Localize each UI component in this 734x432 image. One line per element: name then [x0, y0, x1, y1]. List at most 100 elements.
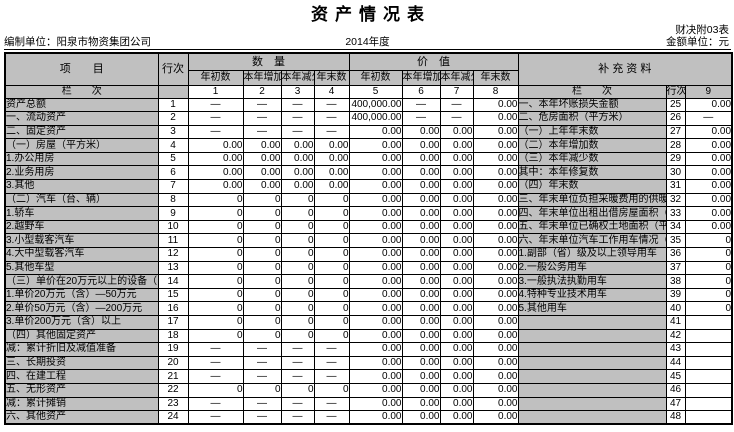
quantity-cell[interactable]: 0 — [242, 287, 282, 303]
quantity-cell[interactable]: — — [242, 396, 282, 412]
quantity-cell[interactable]: 0 — [280, 192, 315, 208]
quantity-cell[interactable]: — — [187, 342, 244, 357]
quantity-cell[interactable]: 0 — [313, 301, 350, 316]
quantity-cell[interactable]: — — [313, 111, 350, 126]
quantity-cell[interactable]: 0 — [187, 233, 244, 249]
supp-value-cell[interactable]: 0 — [684, 301, 733, 316]
quantity-cell[interactable]: 0.00 — [313, 179, 350, 194]
quantity-cell[interactable]: 0 — [313, 219, 350, 235]
quantity-cell[interactable]: — — [280, 410, 315, 425]
quantity-cell[interactable]: 0.00 — [280, 179, 315, 194]
quantity-cell[interactable]: — — [313, 124, 350, 140]
quantity-cell[interactable]: 0.00 — [313, 138, 350, 153]
quantity-cell[interactable]: — — [242, 410, 282, 425]
quantity-cell[interactable]: 0 — [242, 315, 282, 330]
value-cell[interactable]: 0.00 — [348, 355, 403, 371]
value-cell[interactable]: 0.00 — [472, 111, 519, 126]
supp-value-cell[interactable]: 0.00 — [684, 151, 733, 167]
quantity-cell[interactable]: 0 — [242, 301, 282, 316]
quantity-cell[interactable]: 0 — [242, 328, 282, 344]
value-cell[interactable]: 0.00 — [348, 396, 403, 412]
quantity-cell[interactable]: 0 — [242, 219, 282, 235]
supp-value-cell[interactable] — [684, 315, 733, 330]
value-cell[interactable]: 400,000.00 — [348, 97, 403, 113]
quantity-cell[interactable]: 0 — [313, 206, 350, 221]
supp-value-cell[interactable]: 0 — [684, 287, 733, 303]
quantity-cell[interactable]: 0 — [187, 328, 244, 344]
quantity-cell[interactable]: — — [280, 355, 315, 371]
value-cell[interactable]: 0.00 — [472, 287, 519, 303]
supp-value-cell[interactable] — [684, 369, 733, 384]
quantity-cell[interactable]: — — [187, 355, 244, 371]
quantity-cell[interactable]: — — [313, 355, 350, 371]
value-cell[interactable]: 0.00 — [401, 219, 441, 235]
quantity-cell[interactable]: 0 — [187, 301, 244, 316]
value-cell[interactable]: 0.00 — [439, 179, 474, 194]
quantity-cell[interactable]: — — [280, 396, 315, 412]
quantity-cell[interactable]: 0 — [187, 382, 244, 398]
value-cell[interactable]: 0.00 — [472, 165, 519, 181]
supp-value-cell[interactable] — [684, 410, 733, 425]
value-cell[interactable]: — — [439, 111, 474, 126]
value-cell[interactable]: 0.00 — [439, 206, 474, 221]
value-cell[interactable]: 0.00 — [401, 274, 441, 289]
supp-value-cell[interactable] — [684, 342, 733, 357]
value-cell[interactable]: 0.00 — [472, 151, 519, 167]
value-cell[interactable]: 400,000.00 — [348, 111, 403, 126]
value-cell[interactable]: 0.00 — [439, 274, 474, 289]
value-cell[interactable]: 0.00 — [348, 369, 403, 384]
value-cell[interactable]: 0.00 — [472, 301, 519, 316]
value-cell[interactable]: 0.00 — [348, 179, 403, 194]
value-cell[interactable]: 0.00 — [439, 124, 474, 140]
value-cell[interactable]: 0.00 — [348, 247, 403, 262]
quantity-cell[interactable]: 0 — [187, 206, 244, 221]
value-cell[interactable]: 0.00 — [348, 287, 403, 303]
value-cell[interactable]: 0.00 — [439, 410, 474, 425]
quantity-cell[interactable]: — — [313, 97, 350, 113]
quantity-cell[interactable]: 0 — [187, 287, 244, 303]
value-cell[interactable]: 0.00 — [401, 233, 441, 249]
quantity-cell[interactable]: — — [313, 396, 350, 412]
value-cell[interactable]: 0.00 — [401, 328, 441, 344]
value-cell[interactable]: 0.00 — [439, 165, 474, 181]
value-cell[interactable]: 0.00 — [439, 328, 474, 344]
value-cell[interactable]: 0.00 — [472, 138, 519, 153]
quantity-cell[interactable]: 0.00 — [242, 179, 282, 194]
supp-value-cell[interactable]: 0 — [684, 260, 733, 276]
value-cell[interactable]: 0.00 — [348, 233, 403, 249]
quantity-cell[interactable]: — — [313, 369, 350, 384]
supp-value-cell[interactable]: 0.00 — [684, 124, 733, 140]
value-cell[interactable]: 0.00 — [472, 97, 519, 113]
supp-value-cell[interactable]: 0 — [684, 247, 733, 262]
value-cell[interactable]: 0.00 — [472, 342, 519, 357]
supp-value-cell[interactable]: 0.00 — [684, 206, 733, 221]
quantity-cell[interactable]: 0 — [313, 328, 350, 344]
value-cell[interactable]: 0.00 — [348, 274, 403, 289]
quantity-cell[interactable]: 0 — [313, 274, 350, 289]
supp-value-cell[interactable] — [684, 396, 733, 412]
supp-value-cell[interactable] — [684, 328, 733, 344]
quantity-cell[interactable]: 0 — [313, 315, 350, 330]
value-cell[interactable]: 0.00 — [348, 206, 403, 221]
quantity-cell[interactable]: 0 — [280, 233, 315, 249]
supp-value-cell[interactable] — [684, 382, 733, 398]
value-cell[interactable]: 0.00 — [348, 382, 403, 398]
value-cell[interactable]: 0.00 — [439, 315, 474, 330]
value-cell[interactable]: 0.00 — [439, 233, 474, 249]
quantity-cell[interactable]: — — [187, 396, 244, 412]
quantity-cell[interactable]: 0 — [242, 382, 282, 398]
quantity-cell[interactable]: 0 — [280, 206, 315, 221]
value-cell[interactable]: 0.00 — [401, 410, 441, 425]
value-cell[interactable]: 0.00 — [348, 342, 403, 357]
quantity-cell[interactable]: — — [242, 111, 282, 126]
supp-value-cell[interactable]: 0.00 — [684, 165, 733, 181]
value-cell[interactable]: 0.00 — [439, 287, 474, 303]
value-cell[interactable]: 0.00 — [348, 328, 403, 344]
value-cell[interactable]: 0.00 — [472, 192, 519, 208]
value-cell[interactable]: 0.00 — [439, 247, 474, 262]
quantity-cell[interactable]: — — [242, 369, 282, 384]
quantity-cell[interactable]: 0.00 — [242, 138, 282, 153]
value-cell[interactable]: 0.00 — [401, 355, 441, 371]
value-cell[interactable]: 0.00 — [472, 179, 519, 194]
quantity-cell[interactable]: 0.00 — [187, 138, 244, 153]
